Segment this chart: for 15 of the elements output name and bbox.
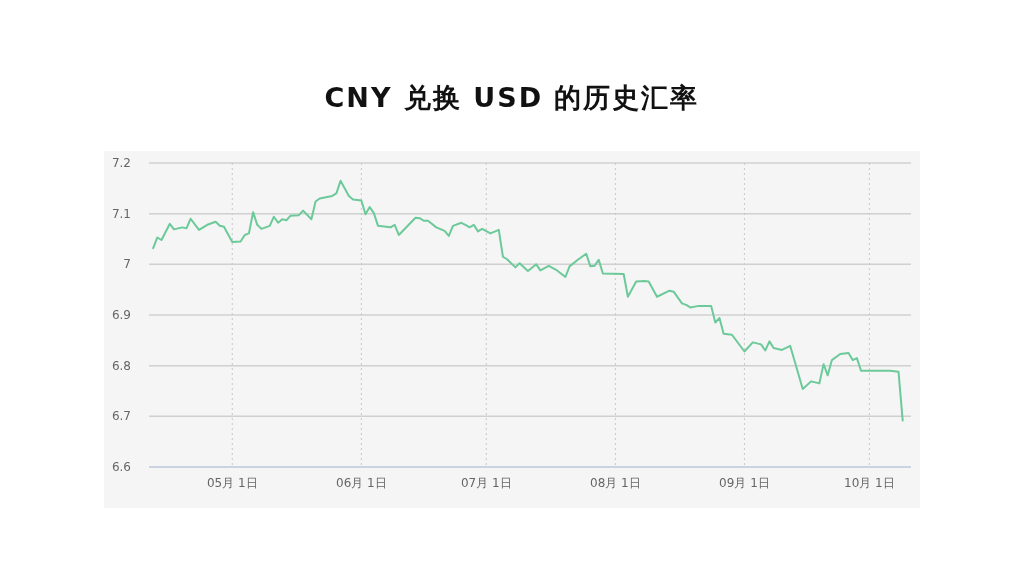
y-tick-label: 7.2 <box>111 156 131 170</box>
x-tick-label: 06月 1日 <box>336 476 387 490</box>
chart-title: CNY 兑换 USD 的历史汇率 <box>324 82 700 113</box>
x-tick-label: 10月 1日 <box>844 476 895 490</box>
x-tick-label: 08月 1日 <box>590 476 641 490</box>
y-tick-label: 6.9 <box>111 308 131 322</box>
x-tick-label: 07月 1日 <box>460 476 512 490</box>
x-tick-label: 05月 1日 <box>206 476 258 490</box>
line-series <box>152 179 904 422</box>
y-tick-label: 7.1 <box>111 206 131 221</box>
y-tick-label: 6.6 <box>111 460 131 474</box>
x-tick-label: 09月 1日 <box>719 476 770 490</box>
y-tick-label: 6.8 <box>111 358 131 373</box>
y-tick-label: 6.7 <box>111 409 131 424</box>
y-tick-label: 7 <box>123 257 131 272</box>
